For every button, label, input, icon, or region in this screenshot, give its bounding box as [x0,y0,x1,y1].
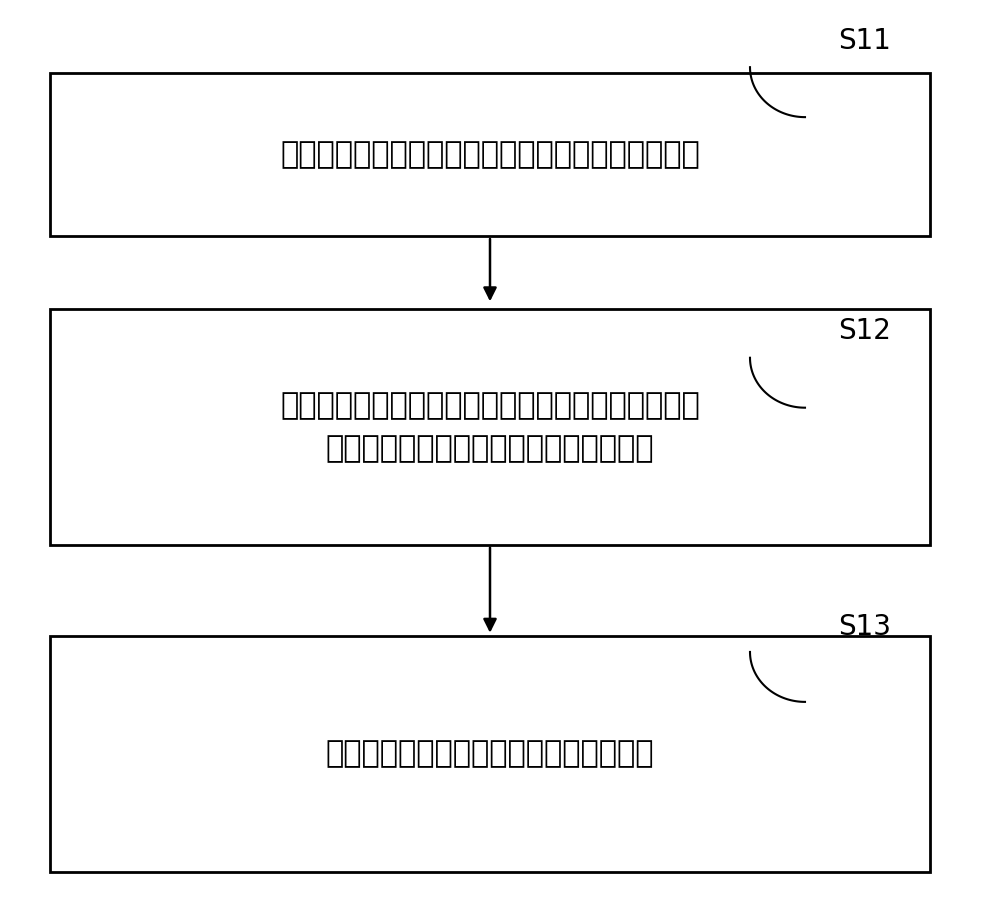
Text: S11: S11 [839,27,891,54]
Text: 根据所述故障信号对应的开关的编号以及所述配电网
的网络拓扑描述矩阵，生成故障判断矩阵: 根据所述故障信号对应的开关的编号以及所述配电网 的网络拓扑描述矩阵，生成故障判断… [280,390,700,463]
FancyBboxPatch shape [50,73,930,236]
FancyBboxPatch shape [50,636,930,872]
FancyBboxPatch shape [50,309,930,545]
Text: 获取相量测量装置上报的故障信号对应的开关的编号: 获取相量测量装置上报的故障信号对应的开关的编号 [280,140,700,169]
Text: S13: S13 [838,613,892,640]
Text: S12: S12 [839,318,891,345]
Text: 根据故障判断矩阵，定位配电网故障区段: 根据故障判断矩阵，定位配电网故障区段 [326,739,654,768]
